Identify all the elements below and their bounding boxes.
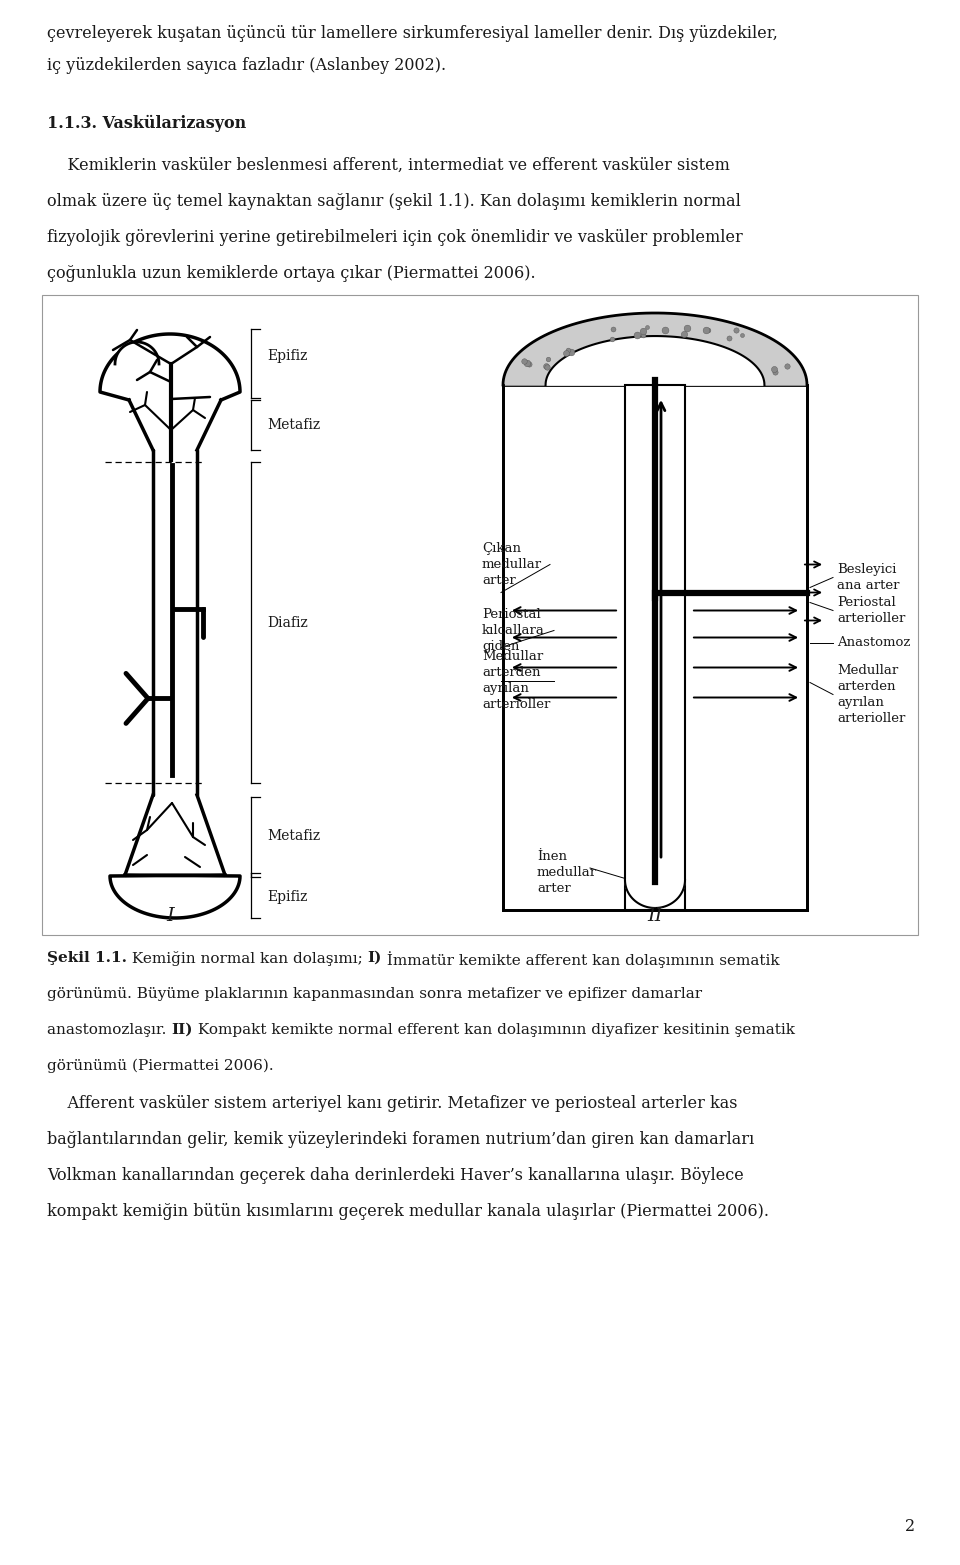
- Text: Medullar
arterden
ayrılan
arterioller: Medullar arterden ayrılan arterioller: [482, 649, 550, 711]
- Polygon shape: [100, 333, 240, 401]
- Text: Periostal
kılcallara
giden: Periostal kılcallara giden: [482, 607, 545, 653]
- Text: görünümü. Büyüme plaklarının kapanmasından sonra metafizer ve epifizer damarlar: görünümü. Büyüme plaklarının kapanmasınd…: [47, 988, 702, 1002]
- Text: Epifiz: Epifiz: [267, 349, 307, 363]
- Text: Diafiz: Diafiz: [267, 615, 308, 629]
- Text: 1.1.3. Vaskülarizasyon: 1.1.3. Vaskülarizasyon: [47, 114, 247, 131]
- Text: Epifiz: Epifiz: [267, 889, 307, 903]
- Text: anastomozlaşır.: anastomozlaşır.: [47, 1024, 171, 1038]
- Text: çevreleyerek kuşatan üçüncü tür lamellere sirkumferesiyal lameller denir. Dış yü: çevreleyerek kuşatan üçüncü tür lameller…: [47, 25, 778, 42]
- Bar: [503, 385, 807, 909]
- Polygon shape: [110, 875, 240, 919]
- Text: Periostal
arterioller: Periostal arterioller: [837, 596, 905, 624]
- Text: çoğunlukla uzun kemiklerde ortaya çıkar (Piermattei 2006).: çoğunlukla uzun kemiklerde ortaya çıkar …: [47, 264, 536, 282]
- Text: Volkman kanallarından geçerek daha derinlerdeki Haver’s kanallarına ulaşır. Böyl: Volkman kanallarından geçerek daha derin…: [47, 1167, 744, 1185]
- Text: İnen
medullar
arter: İnen medullar arter: [537, 850, 597, 895]
- Text: Medullar
arterden
ayrılan
arterioller: Medullar arterden ayrılan arterioller: [837, 664, 905, 725]
- Text: 2: 2: [905, 1518, 915, 1535]
- Polygon shape: [545, 336, 764, 385]
- Text: olmak üzere üç temel kaynaktan sağlanır (şekil 1.1). Kan dolaşımı kemiklerin nor: olmak üzere üç temel kaynaktan sağlanır …: [47, 192, 741, 210]
- Text: II: II: [647, 908, 662, 925]
- Polygon shape: [503, 313, 807, 385]
- Text: görünümü (Piermattei 2006).: görünümü (Piermattei 2006).: [47, 1060, 274, 1074]
- Text: Afferent vasküler sistem arteriyel kanı getirir. Metafizer ve periosteal arterle: Afferent vasküler sistem arteriyel kanı …: [47, 1096, 737, 1113]
- Text: Çıkan
medullar
arter: Çıkan medullar arter: [482, 541, 542, 587]
- Text: kompakt kemiğin bütün kısımlarını geçerek medullar kanala ulaşırlar (Piermattei : kompakt kemiğin bütün kısımlarını geçere…: [47, 1203, 769, 1221]
- Text: I: I: [166, 908, 174, 925]
- Text: fizyolojik görevlerini yerine getirebilmeleri için çok önemlidir ve vasküler pro: fizyolojik görevlerini yerine getirebilm…: [47, 228, 743, 246]
- Text: Anastomoz: Anastomoz: [837, 635, 910, 649]
- Polygon shape: [625, 880, 685, 908]
- Text: Metafiz: Metafiz: [267, 418, 320, 432]
- Text: Kompakt kemikte normal efferent kan dolaşımının diyafizer kesitinin şematik: Kompakt kemikte normal efferent kan dola…: [193, 1024, 795, 1038]
- Bar: [625, 385, 685, 909]
- Text: II): II): [171, 1024, 193, 1038]
- Text: Şekil 1.1.: Şekil 1.1.: [47, 952, 127, 966]
- Text: I): I): [368, 952, 382, 966]
- Text: İmmatür kemikte afferent kan dolaşımının sematik: İmmatür kemikte afferent kan dolaşımının…: [382, 952, 780, 967]
- Text: Kemiğin normal kan dolaşımı;: Kemiğin normal kan dolaşımı;: [127, 952, 368, 966]
- Text: Kemiklerin vasküler beslenmesi afferent, intermediat ve efferent vasküler sistem: Kemiklerin vasküler beslenmesi afferent,…: [47, 156, 730, 174]
- Text: Besleyici
ana arter: Besleyici ana arter: [837, 563, 900, 592]
- Text: iç yüzdekilerden sayıca fazladır (Aslanbey 2002).: iç yüzdekilerden sayıca fazladır (Aslanb…: [47, 56, 446, 74]
- Polygon shape: [115, 343, 159, 365]
- Text: bağlantılarından gelir, kemik yüzeylerindeki foramen nutrium’dan giren kan damar: bağlantılarından gelir, kemik yüzeylerin…: [47, 1131, 755, 1149]
- Bar: [42, 294, 918, 934]
- Text: Metafiz: Metafiz: [267, 829, 320, 844]
